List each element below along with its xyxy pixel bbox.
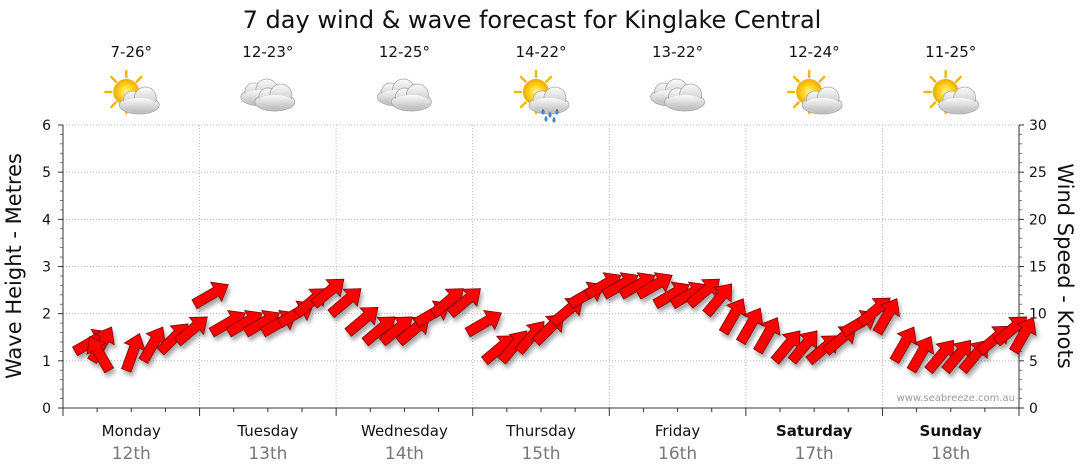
wind-arrow xyxy=(787,330,818,365)
wind-arrow xyxy=(924,339,955,375)
left-tick-label: 1 xyxy=(42,354,51,370)
weather-day: 12-24° xyxy=(786,43,843,115)
chart-title: 7 day wind & wave forecast for Kinglake … xyxy=(243,6,822,34)
wind-arrow xyxy=(906,335,935,374)
weather-row: 7-26° 12-23° 12-25° 14-22° 13-22° 12-24° 11-25… xyxy=(104,43,980,123)
chart-axes xyxy=(62,125,1020,416)
temperature-range: 12-24° xyxy=(789,43,840,61)
day-date: 18th xyxy=(931,444,970,464)
day-date: 17th xyxy=(795,444,834,464)
wind-arrow xyxy=(120,333,146,373)
weather-day: 7-26° xyxy=(104,43,160,115)
wind-arrow xyxy=(735,307,764,346)
day-name: Monday xyxy=(102,422,161,440)
day-name: Friday xyxy=(655,422,701,440)
chart-grid xyxy=(63,124,1019,408)
partly-cloudy-icon xyxy=(786,69,843,115)
wind-arrow xyxy=(702,283,733,318)
partly-cloudy-icon xyxy=(923,69,980,115)
temperature-range: 13-22° xyxy=(652,43,703,61)
weather-day: 12-25° xyxy=(376,43,432,112)
cloudy-icon xyxy=(650,78,706,112)
wind-arrow xyxy=(635,272,673,300)
day-date: 12th xyxy=(112,444,151,464)
temperature-range: 7-26° xyxy=(111,43,153,61)
day-name: Saturday xyxy=(776,422,853,440)
wind-arrow xyxy=(889,326,917,364)
cloudy-icon xyxy=(376,78,432,112)
cloudy-icon xyxy=(240,78,296,112)
wind-arrow xyxy=(1009,317,1037,355)
wind-arrow xyxy=(86,335,114,374)
weather-day: 12-23° xyxy=(240,43,296,112)
right-tick-label: 5 xyxy=(1029,354,1038,370)
weather-day: 14-22° xyxy=(513,43,570,123)
left-tick-label: 3 xyxy=(42,260,51,276)
wind-arrow xyxy=(344,307,379,337)
wind-arrow xyxy=(191,281,229,310)
partly-cloudy-showers-icon xyxy=(513,69,570,123)
day-name: Sunday xyxy=(920,422,983,440)
temperature-range: 11-25° xyxy=(925,43,976,61)
day-date: 15th xyxy=(521,444,560,464)
left-tick-label: 2 xyxy=(42,307,51,323)
wind-arrow xyxy=(429,288,464,319)
day-labels: Monday 12th Tuesday 13th Wednesday 14th Thursd… xyxy=(102,422,982,464)
day-date: 13th xyxy=(248,444,287,464)
temperature-range: 12-25° xyxy=(379,43,430,61)
wind-arrow xyxy=(941,339,972,375)
day-date: 16th xyxy=(658,444,697,464)
wind-arrow xyxy=(464,309,502,338)
wind-arrow xyxy=(872,298,900,336)
weather-day: 13-22° xyxy=(650,43,706,112)
day-name: Tuesday xyxy=(236,422,298,440)
left-tick-label: 5 xyxy=(42,165,51,181)
right-tick-label: 15 xyxy=(1029,260,1047,276)
wind-arrows-series xyxy=(71,272,1037,375)
partly-cloudy-icon xyxy=(104,69,160,115)
wind-arrow xyxy=(361,316,396,347)
wind-arrow xyxy=(310,278,345,309)
right-axis-label: Wind Speed - Knots xyxy=(1053,163,1077,368)
wind-arrow xyxy=(138,326,166,364)
temperature-range: 12-23° xyxy=(242,43,293,61)
weather-day: 11-25° xyxy=(923,43,980,115)
wind-arrow xyxy=(770,330,801,365)
wind-arrow xyxy=(327,288,362,319)
wind-arrow xyxy=(718,298,747,336)
left-tick-label: 6 xyxy=(42,118,51,134)
left-axis-label: Wave Height - Metres xyxy=(2,153,26,379)
right-tick-label: 25 xyxy=(1029,165,1047,181)
right-tick-label: 20 xyxy=(1029,212,1047,228)
left-tick-label: 4 xyxy=(42,212,51,228)
wind-arrow xyxy=(446,288,481,319)
wind-arrow xyxy=(378,316,413,347)
temperature-range: 14-22° xyxy=(515,43,566,61)
left-axis-ticks: 0 1 2 3 4 5 6 xyxy=(42,118,63,417)
right-tick-label: 0 xyxy=(1029,401,1038,417)
day-name: Thursday xyxy=(505,422,576,440)
right-tick-label: 30 xyxy=(1029,118,1047,134)
day-date: 14th xyxy=(385,444,424,464)
day-name: Wednesday xyxy=(361,422,448,440)
left-tick-label: 0 xyxy=(42,401,51,417)
credit-text: www.seabreeze.com.au xyxy=(897,393,1015,404)
wind-arrow xyxy=(753,317,781,355)
wind-arrow xyxy=(173,316,208,347)
